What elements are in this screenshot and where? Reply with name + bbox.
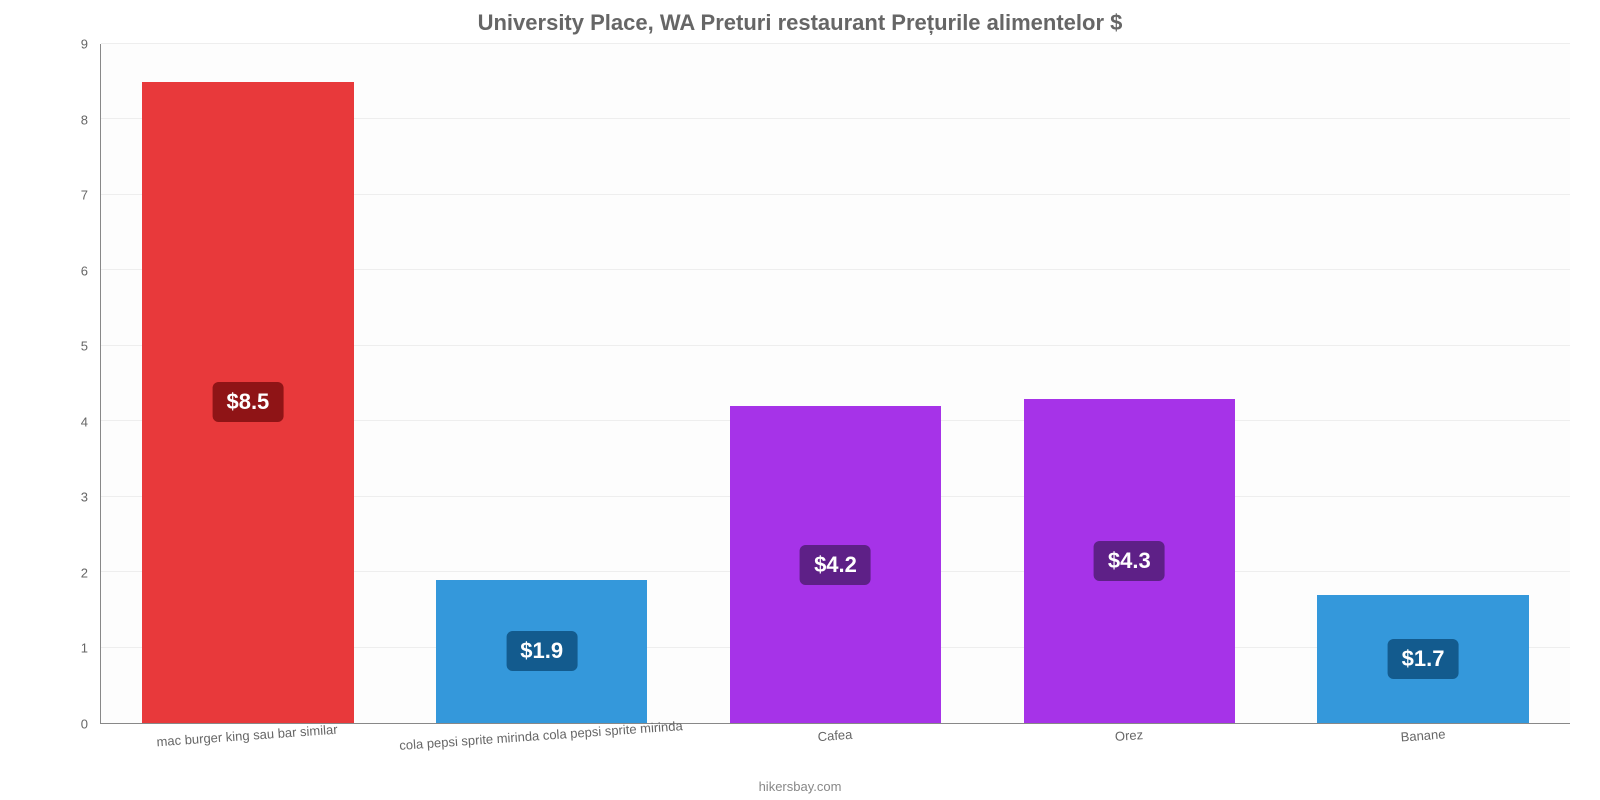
x-tick-label: cola pepsi sprite mirinda cola pepsi spr… [399, 718, 683, 753]
plot-wrap: 0123456789 $8.5$1.9$4.2$4.3$1.7 [30, 44, 1570, 724]
x-tick: Orez [982, 724, 1276, 764]
y-axis: 0123456789 [30, 44, 100, 724]
y-tick-label: 4 [81, 414, 88, 429]
bar: $4.2 [730, 406, 942, 723]
x-tick: mac burger king sau bar similar [100, 724, 394, 764]
chart-title: University Place, WA Preturi restaurant … [30, 10, 1570, 36]
x-tick-label: mac burger king sau bar similar [156, 722, 338, 750]
bar-value-label: $8.5 [212, 382, 283, 422]
bar: $8.5 [142, 82, 354, 723]
y-tick-label: 3 [81, 490, 88, 505]
chart-container: University Place, WA Preturi restaurant … [0, 0, 1600, 800]
x-tick: Cafea [688, 724, 982, 764]
bar-slot: $4.2 [689, 44, 983, 723]
bar-value-label: $4.2 [800, 545, 871, 585]
attribution: hikersbay.com [0, 779, 1600, 794]
y-tick-label: 8 [81, 112, 88, 127]
y-tick-label: 9 [81, 37, 88, 52]
y-tick-label: 6 [81, 263, 88, 278]
bar-slot: $1.9 [395, 44, 689, 723]
x-tick: cola pepsi sprite mirinda cola pepsi spr… [394, 724, 688, 764]
x-tick: Banane [1276, 724, 1570, 764]
bar-slot: $1.7 [1276, 44, 1570, 723]
bar-slot: $4.3 [982, 44, 1276, 723]
plot-area: $8.5 $1.9 $4.2 $4.3 $1.7 [100, 44, 1570, 724]
y-tick-label: 0 [81, 717, 88, 732]
bar: $1.7 [1317, 595, 1529, 723]
bars-group: $8.5 $1.9 $4.2 $4.3 $1.7 [101, 44, 1570, 723]
x-tick-label: Orez [1114, 727, 1143, 744]
x-tick-label: Cafea [817, 727, 853, 744]
bar: $1.9 [436, 580, 648, 723]
x-tick-label: Banane [1400, 726, 1446, 744]
x-axis: mac burger king sau bar similar cola peps… [100, 724, 1570, 764]
bar: $4.3 [1024, 399, 1236, 723]
bar-value-label: $1.7 [1388, 639, 1459, 679]
y-tick-label: 7 [81, 188, 88, 203]
y-tick-label: 5 [81, 339, 88, 354]
y-tick-label: 2 [81, 565, 88, 580]
bar-slot: $8.5 [101, 44, 395, 723]
y-tick-label: 1 [81, 641, 88, 656]
bar-value-label: $4.3 [1094, 541, 1165, 581]
bar-value-label: $1.9 [506, 631, 577, 671]
